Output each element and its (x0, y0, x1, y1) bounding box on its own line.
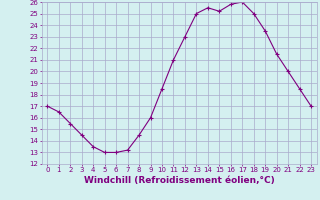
X-axis label: Windchill (Refroidissement éolien,°C): Windchill (Refroidissement éolien,°C) (84, 176, 275, 185)
